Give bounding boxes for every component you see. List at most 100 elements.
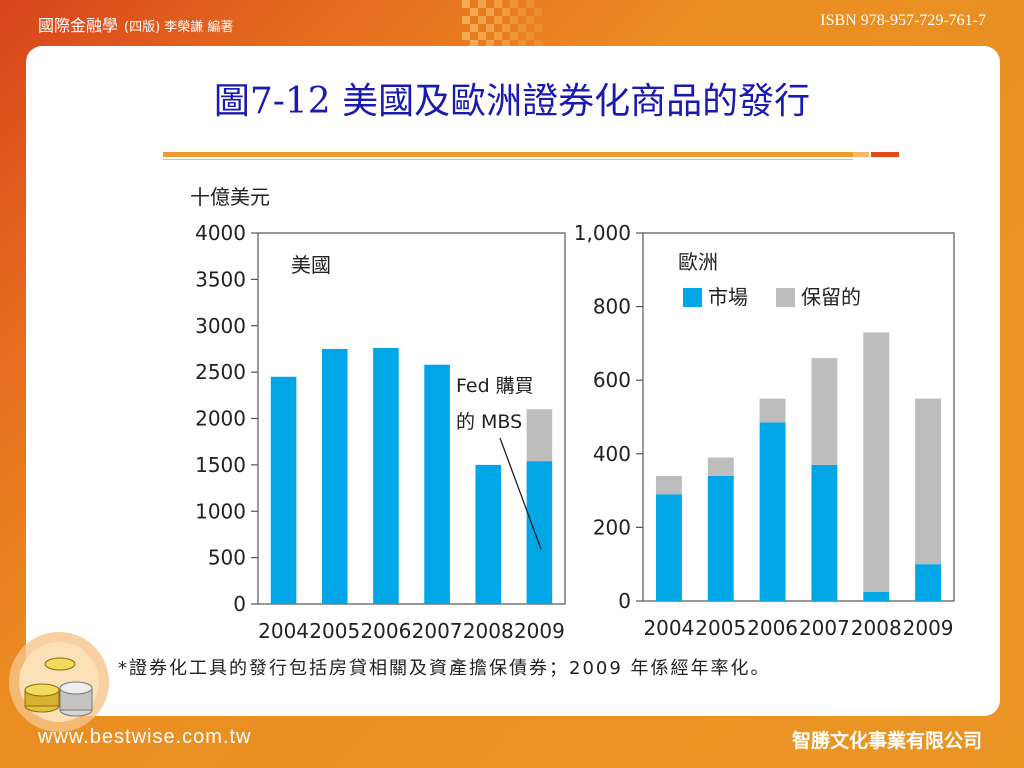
header-checker-pattern — [462, 0, 542, 48]
checker-cell — [486, 8, 494, 16]
checker-cell — [462, 16, 470, 24]
legend-swatch-market — [683, 288, 702, 307]
checker-cell — [494, 32, 502, 40]
legend-label-retained: 保留的 — [801, 285, 861, 309]
checker-cell — [494, 0, 502, 8]
us-y-tick-label: 3500 — [195, 267, 246, 291]
checker-cell — [494, 16, 502, 24]
eu-bar — [863, 591, 890, 601]
us-y-tick-label: 0 — [233, 592, 246, 616]
us-y-tick-label: 1000 — [195, 499, 246, 523]
eu-y-tick-label: 600 — [593, 368, 631, 392]
checker-cell — [462, 0, 470, 8]
coin-stack-logo — [9, 632, 109, 732]
eu-x-tick-label: 2004 — [643, 616, 694, 640]
checker-cell — [526, 16, 534, 24]
slide-title: 圖7-12 美國及歐洲證券化商品的發行 — [213, 81, 811, 122]
checker-cell — [470, 40, 478, 48]
eu-x-tick-label: 2007 — [799, 616, 850, 640]
fed-annotation-pointer — [499, 437, 542, 550]
us-panel-label: 美國 — [291, 253, 331, 277]
eu-y-tick-label: 1,000 — [574, 221, 631, 245]
us-bar — [321, 348, 348, 604]
us-y-tick-label: 2500 — [195, 360, 246, 384]
eu-plot-frame — [642, 232, 955, 602]
checker-cell — [526, 32, 534, 40]
fed-annotation-line2: 的 MBS — [456, 411, 522, 433]
eu-y-tick-label: 0 — [618, 589, 631, 613]
legend-label-market: 市場 — [708, 285, 748, 309]
us-y-axis-label: 十億美元 — [190, 185, 270, 209]
title-underline — [163, 152, 899, 160]
fed-annotation-line1: Fed 購買 — [456, 375, 534, 397]
checker-cell — [518, 40, 526, 48]
eu-bar — [759, 422, 786, 601]
us-x-tick-label: 2008 — [463, 619, 514, 643]
checker-cell — [502, 24, 510, 32]
us-y-tick-label: 4000 — [195, 221, 246, 245]
book-edition-author: (四版) 李榮謙 編著 — [124, 20, 234, 35]
publisher-name: 智勝文化事業有限公司 — [791, 730, 982, 752]
checker-cell — [526, 0, 534, 8]
eu-y-tick-label: 400 — [593, 442, 631, 466]
checker-cell — [462, 32, 470, 40]
us-x-tick-label: 2006 — [360, 619, 411, 643]
checker-cell — [502, 40, 510, 48]
eu-bar — [655, 494, 682, 601]
checker-cell — [470, 24, 478, 32]
eu-x-tick-label: 2009 — [903, 616, 954, 640]
eu-bar — [811, 464, 838, 601]
isbn: ISBN 978-957-729-761-7 — [820, 12, 986, 29]
checker-cell — [470, 8, 478, 16]
us-y-tick-label: 500 — [208, 546, 246, 570]
eu-bars — [655, 332, 942, 601]
checker-cell — [534, 8, 542, 16]
eu-bar — [707, 457, 734, 476]
checker-cell — [486, 40, 494, 48]
checker-cell — [534, 24, 542, 32]
us-bar — [373, 348, 399, 604]
us-bar — [475, 464, 502, 604]
us-x-tick-label: 2004 — [258, 619, 309, 643]
checker-cell — [534, 40, 542, 48]
checker-cell — [518, 8, 526, 16]
eu-bar — [707, 475, 734, 601]
us-y-tick-label: 3000 — [195, 314, 246, 338]
us-x-ticks: 2004 2005 2006 2007 2008 2009 — [258, 619, 565, 643]
book-title: 國際金融學 (四版) 李榮謙 編著 — [38, 12, 233, 36]
us-y-tick-label: 1500 — [195, 453, 246, 477]
checker-cell — [478, 16, 486, 24]
eu-panel-label: 歐洲 — [678, 250, 718, 274]
us-x-tick-label: 2005 — [309, 619, 360, 643]
us-bar — [270, 376, 297, 604]
eu-bar — [863, 332, 890, 592]
eu-x-ticks: 2004 2005 2006 2007 2008 2009 — [643, 616, 953, 640]
us-x-tick-label: 2007 — [412, 619, 463, 643]
us-bar — [424, 364, 450, 604]
eu-y-tick-label: 200 — [593, 515, 631, 539]
checker-cell — [510, 0, 518, 8]
us-x-tick-label: 2009 — [514, 619, 565, 643]
eu-legend: 市場 保留的 — [683, 285, 861, 309]
eu-x-tick-label: 2006 — [747, 616, 798, 640]
website-url[interactable]: www.bestwise.com.tw — [38, 726, 252, 748]
eu-x-tick-label: 2008 — [851, 616, 902, 640]
book-title-text: 國際金融學 — [38, 16, 119, 35]
eu-x-tick-label: 2005 — [695, 616, 746, 640]
checker-cell — [478, 32, 486, 40]
us-bars — [270, 348, 553, 604]
checker-cell — [510, 16, 518, 24]
eu-bar — [655, 475, 682, 495]
checker-cell — [478, 0, 486, 8]
us-bar — [526, 461, 553, 604]
eu-y-tick-label: 800 — [593, 295, 631, 319]
checker-cell — [518, 24, 526, 32]
us-y-ticks: 0 500 1000 1500 2000 2500 3000 3500 4000 — [195, 221, 258, 616]
eu-bar — [759, 398, 786, 423]
checker-cell — [510, 32, 518, 40]
eu-bar — [811, 358, 838, 465]
legend-swatch-retained — [776, 288, 795, 307]
eu-bar — [915, 398, 942, 565]
checker-cell — [486, 24, 494, 32]
